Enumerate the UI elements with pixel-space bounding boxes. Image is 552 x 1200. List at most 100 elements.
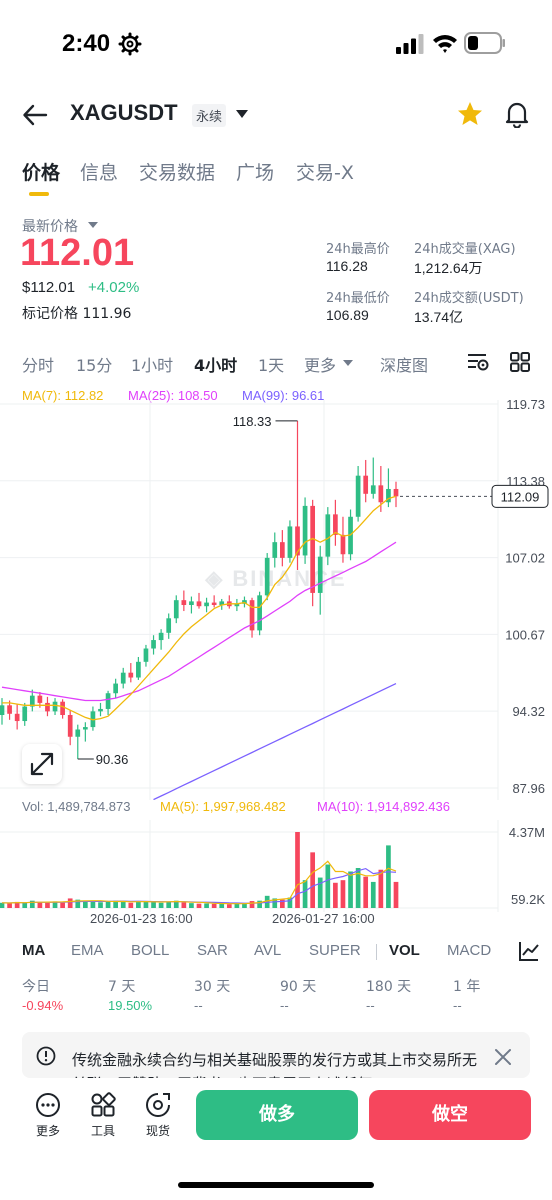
tab-square[interactable]: 广场 xyxy=(236,158,274,185)
candle-body xyxy=(174,600,179,618)
perf-label: 7 天 xyxy=(108,976,135,996)
volume-bar xyxy=(212,904,217,908)
interval-more[interactable]: 更多 xyxy=(304,352,336,376)
caret-down-icon[interactable] xyxy=(343,360,353,366)
volume-tick-label: 59.2K xyxy=(511,892,545,907)
indicator-settings-icon[interactable] xyxy=(466,350,490,374)
candle-body xyxy=(272,542,277,558)
volume-bar xyxy=(341,880,346,908)
grid-layout-icon[interactable] xyxy=(510,352,530,372)
change-percent: +4.02% xyxy=(88,279,139,296)
candle-body xyxy=(128,673,133,678)
tab-trade-x[interactable]: 交易-X xyxy=(296,158,354,185)
interval-depth[interactable]: 深度图 xyxy=(380,352,428,376)
caret-down-icon[interactable] xyxy=(88,222,98,228)
spot-button[interactable]: 现货 xyxy=(138,1092,178,1139)
candle-body xyxy=(280,542,285,558)
volume-24h-label: 24h成交量(XAG) xyxy=(414,238,516,257)
indicator-tabs: MA EMA BOLL SAR AVL SUPER VOL MACD xyxy=(0,942,552,966)
tools-icon xyxy=(90,1092,116,1118)
interval-1d[interactable]: 1天 xyxy=(258,352,284,376)
volume-bar xyxy=(98,902,103,908)
volume-bar xyxy=(83,902,88,908)
max-price-label: 118.33 xyxy=(233,414,272,429)
back-arrow-icon[interactable] xyxy=(22,102,48,128)
low-24h-label: 24h最低价 xyxy=(326,287,390,306)
volume-bar xyxy=(371,882,376,908)
candle-body xyxy=(288,526,293,557)
more-button[interactable]: 更多 xyxy=(28,1092,68,1139)
tab-price[interactable]: 价格 xyxy=(22,158,60,185)
y-tick-label: 94.32 xyxy=(512,704,545,719)
perf-label: 30 天 xyxy=(194,976,230,996)
more-icon xyxy=(35,1092,61,1118)
interval-15m[interactable]: 15分 xyxy=(76,352,112,376)
candle-body xyxy=(113,684,118,694)
volume-bar xyxy=(181,902,186,908)
volume-bar xyxy=(250,901,255,908)
perf-label: 1 年 xyxy=(453,976,480,996)
candle-body xyxy=(166,618,171,633)
low-24h-value: 106.89 xyxy=(326,307,369,323)
notice-text: 传统金融永续合约与相关基础股票的发行方或其上市交易所无关联、无赞助、无背书，也不… xyxy=(72,1048,482,1078)
perf-value: -- xyxy=(280,998,289,1013)
indicator-super[interactable]: SUPER xyxy=(309,942,361,959)
usd-price: $112.01 xyxy=(22,279,75,296)
indicator-avl[interactable]: AVL xyxy=(254,942,281,959)
risk-notice[interactable]: 传统金融永续合约与相关基础股票的发行方或其上市交易所无关联、无赞助、无背书，也不… xyxy=(22,1032,530,1078)
expand-icon xyxy=(22,744,62,784)
candle-body xyxy=(60,702,65,715)
line-chart-icon[interactable] xyxy=(518,940,540,962)
close-icon[interactable] xyxy=(494,1048,512,1066)
volume-bar xyxy=(295,832,300,908)
header: XAGUSDT 永续 xyxy=(0,96,552,136)
candle-body xyxy=(310,506,315,593)
star-icon[interactable] xyxy=(456,100,484,128)
tools-button[interactable]: 工具 xyxy=(83,1092,123,1139)
high-24h-value: 116.28 xyxy=(326,258,368,274)
indicator-vol[interactable]: VOL xyxy=(389,942,420,959)
perf-label: 180 天 xyxy=(366,976,411,996)
home-indicator xyxy=(178,1182,374,1188)
divider xyxy=(376,944,377,960)
interval-timeline[interactable]: 分时 xyxy=(22,352,54,376)
candle-body xyxy=(394,489,399,496)
tab-info[interactable]: 信息 xyxy=(80,158,118,185)
volume-bar xyxy=(91,901,96,908)
indicator-macd[interactable]: MACD xyxy=(447,942,491,959)
caret-down-icon[interactable] xyxy=(236,110,248,118)
volume-bar xyxy=(235,904,240,908)
indicator-ma[interactable]: MA xyxy=(22,942,45,959)
interval-1h[interactable]: 1小时 xyxy=(131,352,173,376)
volume-bar xyxy=(121,902,126,908)
perf-value: -- xyxy=(453,998,462,1013)
last-price: 112.01 xyxy=(20,232,134,275)
current-price-label: 112.09 xyxy=(501,489,540,504)
interval-4h[interactable]: 4小时 xyxy=(194,352,237,376)
candle-body xyxy=(204,603,209,607)
candle-body xyxy=(303,506,308,556)
bell-icon[interactable] xyxy=(504,100,530,128)
candle-body xyxy=(159,633,164,640)
volume-bar xyxy=(189,903,194,908)
long-button[interactable]: 做多 xyxy=(196,1090,358,1140)
symbol-title[interactable]: XAGUSDT xyxy=(70,100,178,126)
volume-bar xyxy=(204,903,209,908)
watermark: ◈ BINANCE xyxy=(204,566,346,591)
short-button[interactable]: 做空 xyxy=(369,1090,531,1140)
indicator-boll[interactable]: BOLL xyxy=(131,942,169,959)
volume-bar xyxy=(60,903,65,908)
volume-bar xyxy=(106,901,111,908)
expand-chart-button[interactable] xyxy=(22,744,62,784)
indicator-sar[interactable]: SAR xyxy=(197,942,228,959)
indicator-ema[interactable]: EMA xyxy=(71,942,104,959)
tab-trading-data[interactable]: 交易数据 xyxy=(139,158,215,185)
volume-bar xyxy=(227,904,232,908)
candle-body xyxy=(53,702,58,712)
candle-body xyxy=(371,485,376,493)
gear-icon xyxy=(118,32,142,56)
candle-body xyxy=(15,714,20,721)
volume-bar xyxy=(68,898,73,908)
volume-bar xyxy=(7,903,12,908)
